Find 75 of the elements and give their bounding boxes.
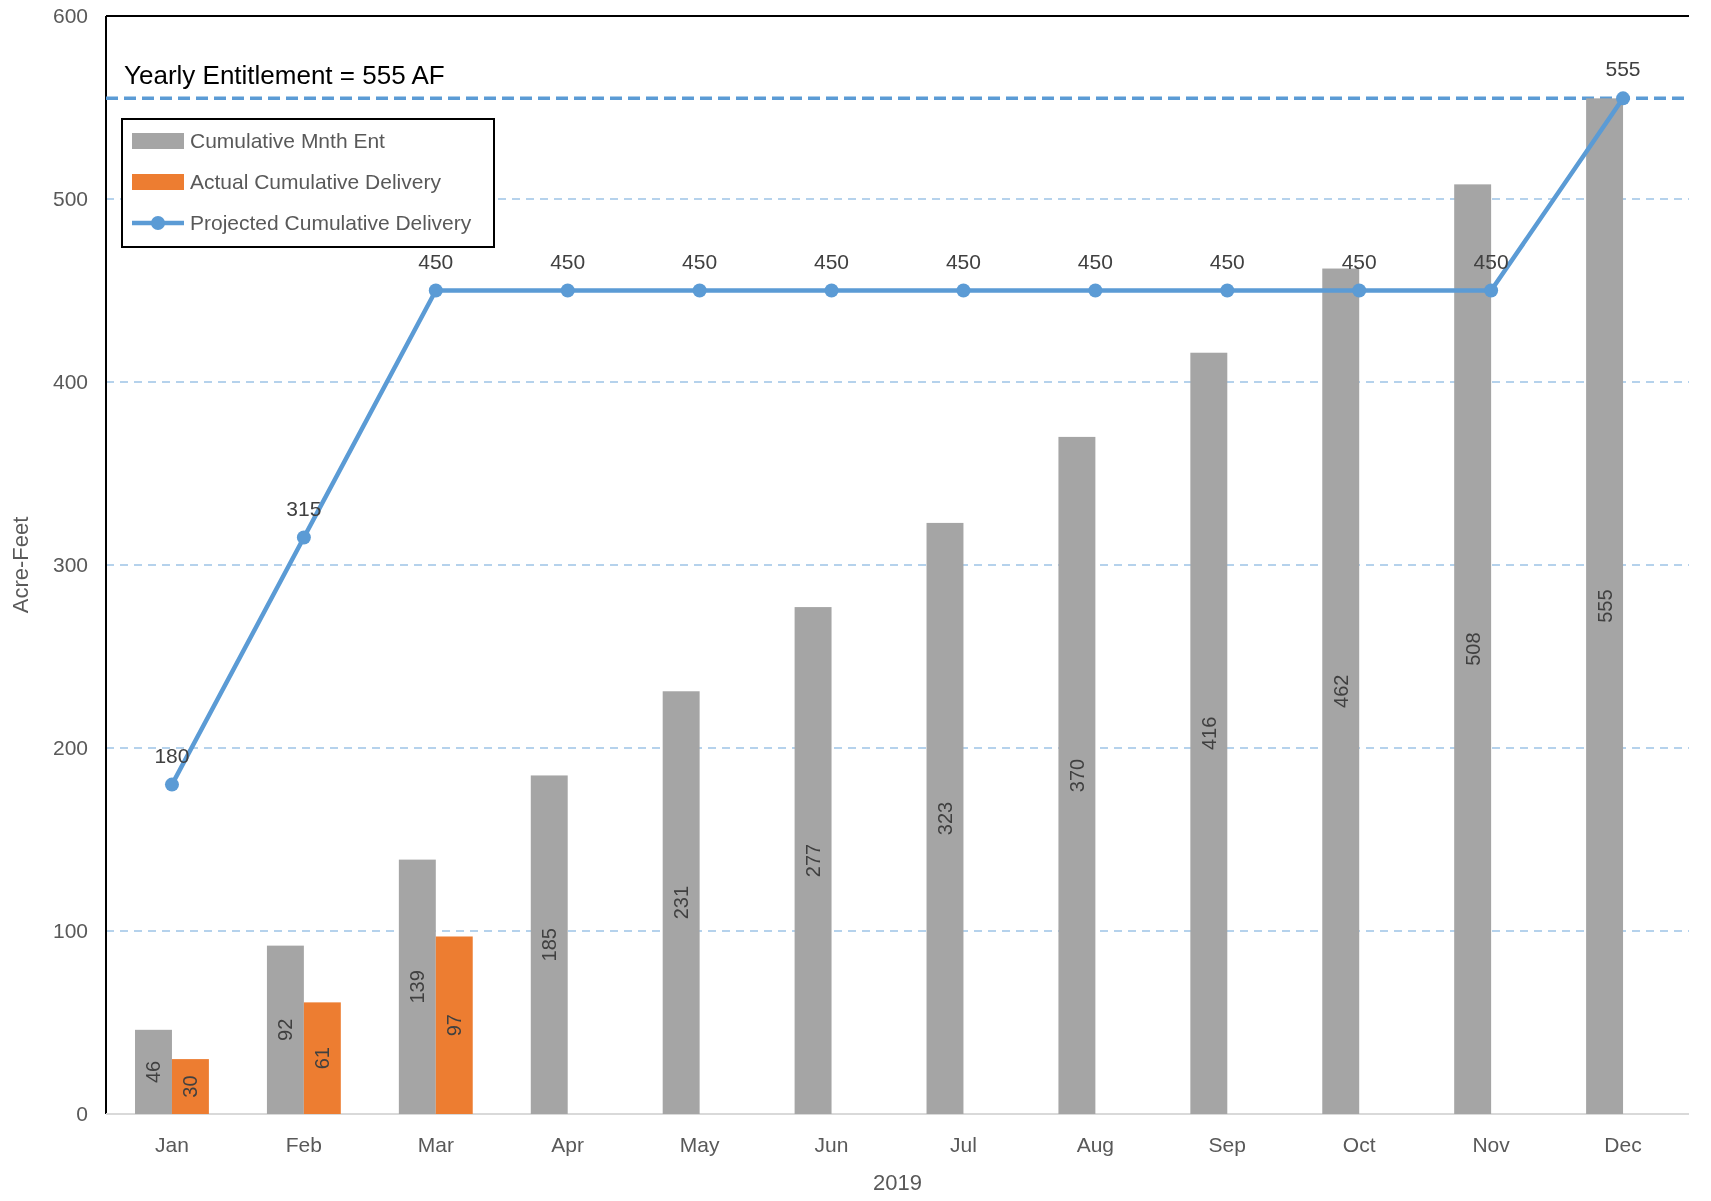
- bar: [398, 859, 436, 1114]
- y-axis-title: Acre-Feet: [8, 516, 33, 614]
- bar: [1190, 352, 1228, 1114]
- point: [1220, 283, 1235, 298]
- x-tick-label: Apr: [551, 1133, 585, 1156]
- data-label: 30: [179, 1075, 202, 1098]
- bar: [171, 1059, 209, 1114]
- data-label: 92: [274, 1018, 297, 1041]
- bar: [662, 691, 700, 1114]
- data-label: 185: [538, 928, 561, 962]
- x-tick-label: Aug: [1076, 1133, 1115, 1156]
- y-tick-label: 400: [52, 370, 88, 394]
- data-label: 139: [406, 970, 429, 1004]
- y-tick-label: 300: [52, 553, 88, 577]
- y-tick-label: 600: [52, 4, 88, 28]
- x-tick-label: Feb: [285, 1133, 322, 1156]
- data-label: 416: [1197, 716, 1220, 751]
- x-tick-label: May: [679, 1133, 720, 1156]
- point: [1484, 283, 1499, 298]
- bar: [530, 775, 568, 1114]
- point: [1616, 91, 1631, 106]
- point: [164, 777, 179, 792]
- x-axis-title: 2019: [873, 1170, 922, 1195]
- point: [1088, 283, 1103, 298]
- bar: [926, 522, 964, 1114]
- data-label: 450: [1341, 249, 1377, 273]
- data-label: 450: [418, 249, 454, 273]
- data-label: 370: [1065, 758, 1088, 793]
- ref-line-label: Yearly Entitlement = 555 AF: [124, 60, 445, 91]
- data-label: 323: [933, 801, 956, 836]
- x-tick-label: Oct: [1342, 1133, 1376, 1156]
- x-tick-label: Mar: [417, 1133, 454, 1156]
- data-label: 61: [311, 1047, 334, 1070]
- point: [428, 283, 443, 298]
- legend-label: Actual Cumulative Delivery: [190, 170, 442, 194]
- bar: [135, 1029, 172, 1114]
- data-label: 450: [682, 249, 718, 273]
- data-label: 46: [142, 1060, 165, 1084]
- data-label: 555: [1593, 589, 1616, 623]
- data-label: 277: [802, 843, 825, 878]
- bar: [1058, 436, 1096, 1114]
- data-label: 462: [1329, 674, 1352, 708]
- bar: [266, 945, 304, 1114]
- x-tick-label: Dec: [1604, 1133, 1642, 1156]
- x-tick-label: Sep: [1208, 1133, 1246, 1156]
- bar: [1586, 98, 1624, 1114]
- point: [956, 283, 971, 298]
- x-tick-label: Jun: [814, 1133, 849, 1156]
- legend-label: Cumulative Mnth Ent: [190, 129, 386, 153]
- point: [296, 530, 311, 545]
- y-tick-label: 100: [52, 919, 88, 943]
- bar: [435, 936, 473, 1114]
- data-label: 508: [1461, 632, 1484, 666]
- data-label: 450: [1209, 249, 1245, 273]
- data-label: 450: [1077, 249, 1113, 273]
- y-tick-label: 0: [76, 1102, 88, 1126]
- x-tick-label: Nov: [1472, 1133, 1511, 1156]
- x-tick-label: Jan: [155, 1133, 189, 1156]
- bar: [303, 1002, 341, 1114]
- bar: [794, 607, 832, 1114]
- point: [692, 283, 707, 298]
- point: [824, 283, 839, 298]
- y-tick-label: 200: [52, 736, 88, 760]
- y-tick-label: 500: [52, 187, 88, 211]
- data-label: 450: [550, 249, 586, 273]
- data-label: 97: [443, 1014, 466, 1037]
- point: [1352, 283, 1367, 298]
- data-label: 555: [1605, 57, 1641, 81]
- point: [560, 283, 575, 298]
- data-label: 450: [814, 249, 850, 273]
- bar: [1322, 268, 1360, 1114]
- data-label: 450: [945, 249, 981, 273]
- legend-label: Projected Cumulative Delivery: [190, 211, 472, 235]
- x-tick-label: Jul: [950, 1133, 977, 1156]
- data-label: 231: [670, 885, 693, 920]
